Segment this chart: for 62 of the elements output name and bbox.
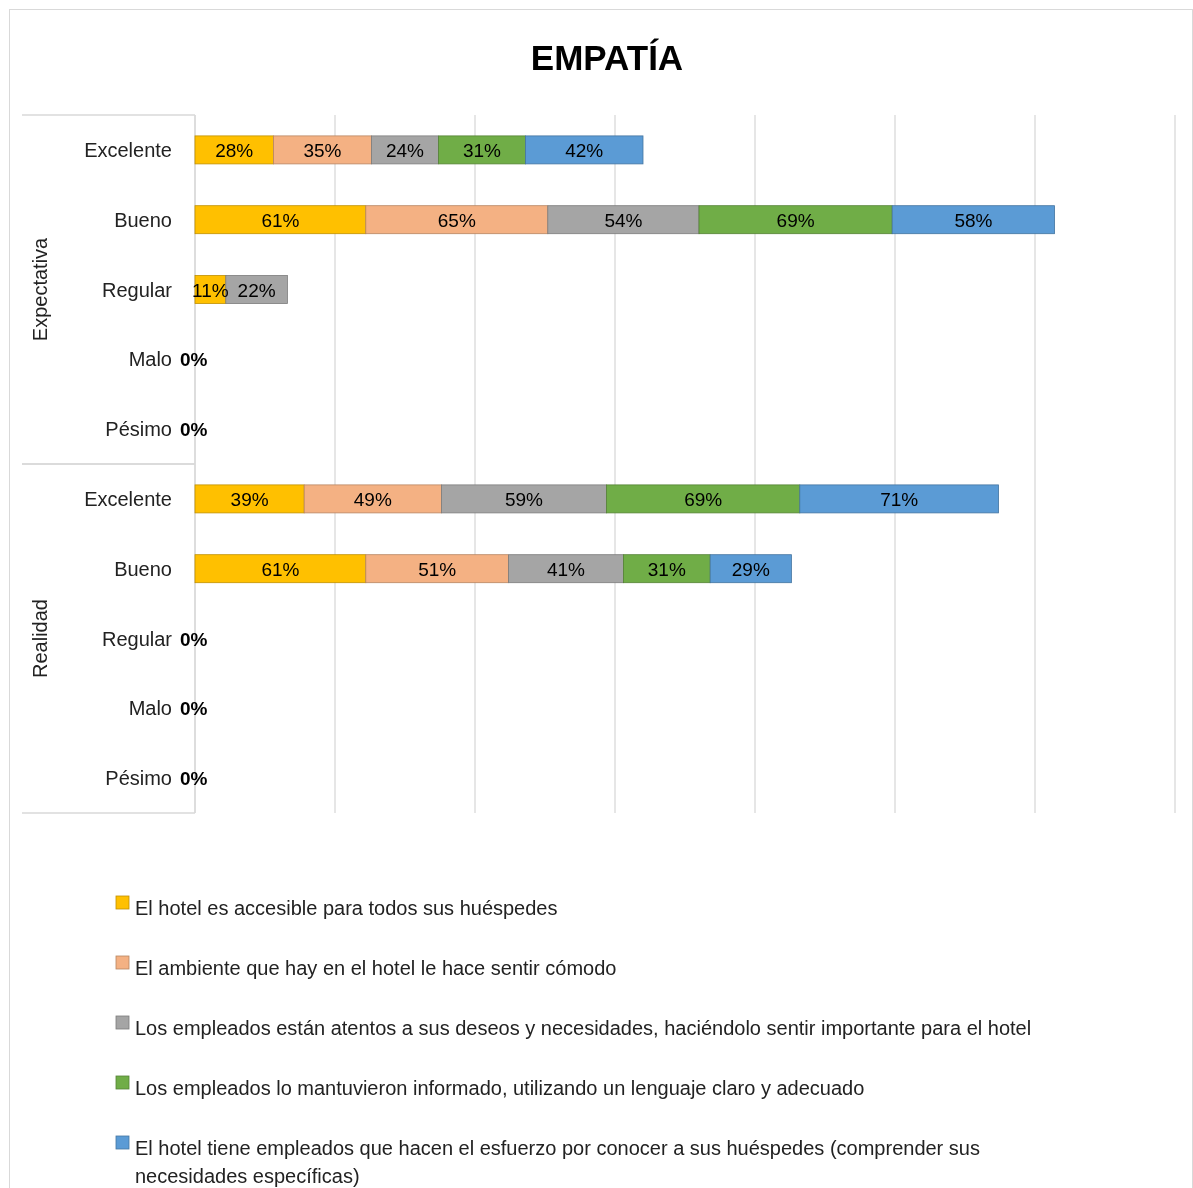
text: Realidad [29, 599, 51, 678]
y-tick-label: Malo [128, 697, 172, 720]
legend-label: El hotel es accesible para todos sus huéspedes [135, 897, 558, 919]
y-tick-label: Pésimo [105, 767, 172, 790]
data-label: 69% [776, 209, 815, 231]
bar [365, 554, 509, 584]
bar [623, 554, 711, 584]
data-label: 42% [565, 139, 604, 161]
legend-label: El ambiente que hay en el hotel le hace sentir cómodo [135, 957, 617, 979]
data-label: 59% [504, 488, 544, 510]
y-tick-label: Bueno [114, 557, 172, 580]
data-label: 24% [385, 139, 425, 161]
data-label: 69% [684, 488, 723, 510]
data-label: 0% [180, 419, 208, 441]
data-label: 31% [462, 139, 502, 161]
y-tick-label: Malo [128, 348, 172, 371]
data-label: 41% [546, 558, 586, 580]
bar [606, 484, 801, 514]
data-label: 22% [237, 279, 276, 301]
bar [194, 484, 305, 514]
data-label: 0% [180, 628, 208, 650]
bar [365, 205, 549, 235]
y-tick-label: Bueno [114, 208, 172, 231]
data-label: 0% [180, 698, 208, 720]
data-label: 49% [353, 488, 392, 510]
data-label: 65% [437, 209, 476, 231]
data-label: 29% [731, 558, 770, 580]
y-tick-label: Pésimo [105, 418, 172, 441]
data-label: 71% [880, 488, 919, 510]
data-label: 0% [180, 768, 208, 790]
text: Expectativa [29, 236, 51, 342]
bar [799, 484, 999, 514]
data-label: 58% [954, 209, 993, 231]
bar [508, 554, 624, 584]
data-label: 61% [261, 209, 300, 231]
legend-label: El hotel tiene empleados que hacen el esfuerzo por conocer a sus huéspedes (comprender sus necesidades específicas) [135, 1137, 980, 1187]
bar [194, 554, 367, 584]
data-label: 28% [215, 139, 254, 161]
bar [891, 205, 1055, 235]
chart-title: EMPATÍA [530, 38, 684, 77]
legend-label: Los empleados están atentos a sus deseos y necesidades, haciéndolo sentir importante para el hotel [135, 1017, 1032, 1039]
data-label: 61% [261, 558, 300, 580]
y-tick-label: Regular [101, 627, 173, 650]
bar [547, 205, 700, 235]
bar [303, 484, 442, 514]
data-label: 35% [303, 139, 342, 161]
data-label: 54% [604, 209, 643, 231]
y-tick-label: Excelente [84, 138, 172, 161]
bar [525, 135, 644, 165]
bar [438, 135, 526, 165]
bar [698, 205, 893, 235]
bar [194, 205, 367, 235]
y-tick-label: Excelente [84, 487, 172, 510]
bar [441, 484, 607, 514]
bar [273, 135, 372, 165]
data-label: 0% [180, 349, 208, 371]
data-label: 39% [230, 488, 269, 510]
legend-label: Los empleados lo mantuvieron informado, utilizando un lenguaje claro y adecuado [135, 1077, 865, 1099]
data-label: 51% [418, 558, 457, 580]
data-label: 31% [647, 558, 686, 580]
bar [194, 135, 274, 165]
y-tick-label: Regular [101, 278, 173, 301]
